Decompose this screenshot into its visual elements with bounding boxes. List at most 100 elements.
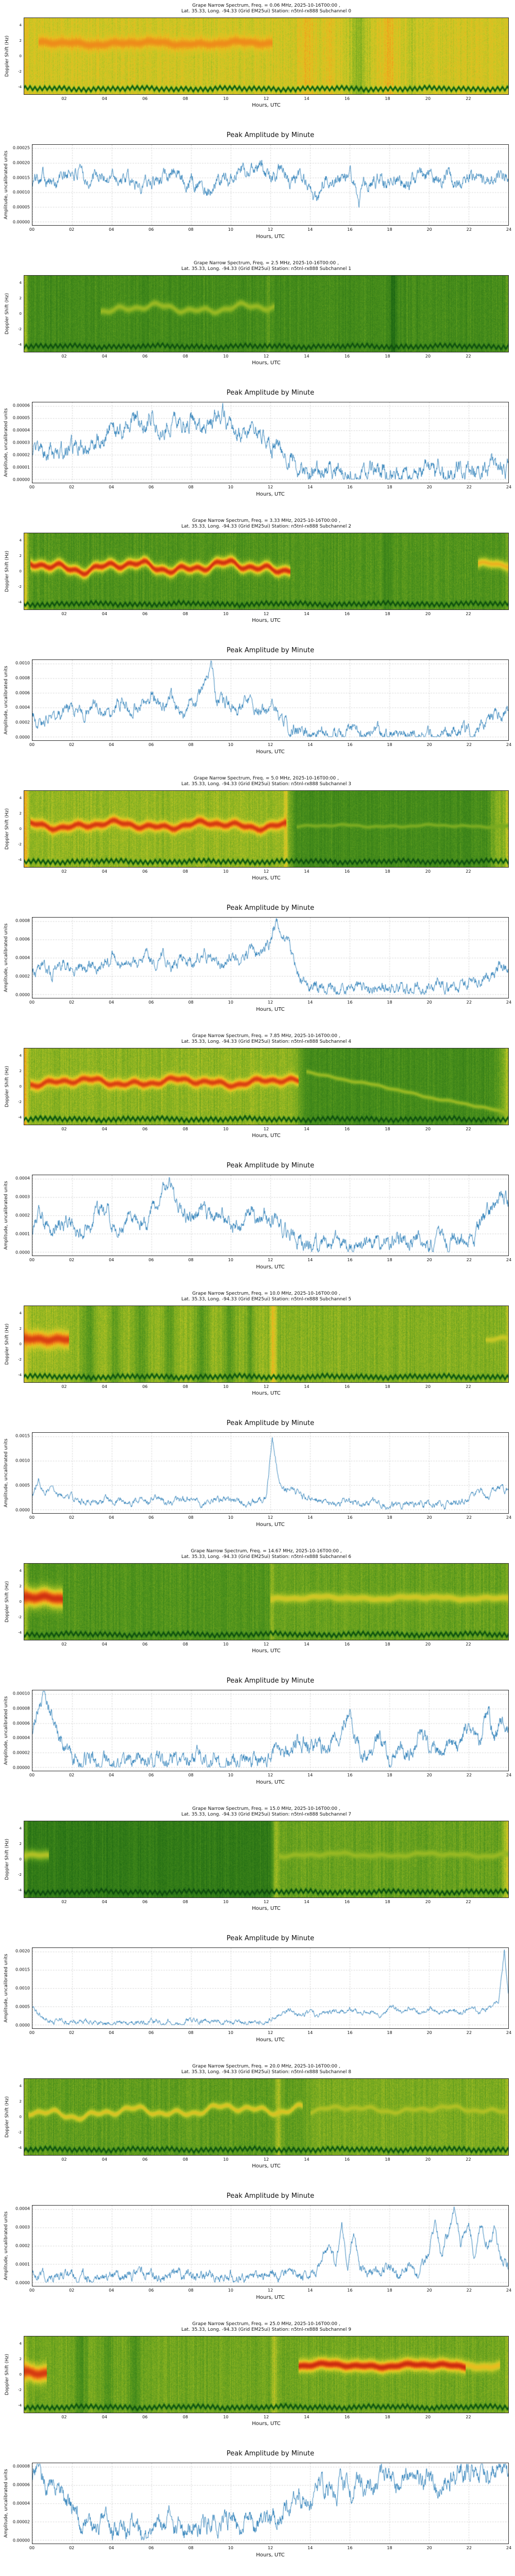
plot-area bbox=[24, 533, 509, 610]
x-tick-label: 06 bbox=[142, 1127, 148, 1131]
y-tick-label: 0.00008 bbox=[12, 1706, 30, 1711]
x-tick-label: 20 bbox=[425, 1642, 431, 1647]
x-tick-label: 22 bbox=[466, 2157, 471, 2162]
x-tick-label: 00 bbox=[29, 2546, 35, 2550]
y-tick-label: 0.0002 bbox=[15, 1213, 30, 1218]
x-tick-label: 08 bbox=[182, 1127, 188, 1131]
y-tick-label: -2 bbox=[18, 1872, 22, 1877]
x-tick-label: 22 bbox=[466, 1258, 472, 1262]
y-tick-label: 2 bbox=[19, 553, 22, 558]
y-axis-label: Doppler Shift (Hz) bbox=[4, 1838, 10, 1880]
chart-title: Peak Amplitude by Minute bbox=[226, 2192, 315, 2200]
x-tick-label: 06 bbox=[148, 2546, 154, 2550]
y-tick-label: -4 bbox=[18, 84, 22, 89]
x-tick-label: 08 bbox=[182, 96, 188, 101]
y-tick-label: 0.00000 bbox=[12, 219, 30, 225]
spectrogram-panel-sub6: Grape Narrow Spectrum, Freq. = 14.67 MHz… bbox=[0, 1546, 515, 1674]
x-tick-label: 14 bbox=[307, 1258, 313, 1262]
x-tick-label: 20 bbox=[426, 227, 432, 232]
amplitude-line-canvas bbox=[32, 402, 508, 483]
x-tick-label: 22 bbox=[466, 869, 471, 874]
y-axis-label: Amplitude, uncalibrated units bbox=[3, 923, 9, 992]
y-tick-label: 4 bbox=[19, 795, 22, 800]
y-tick-label: 0.00004 bbox=[12, 2501, 30, 2506]
x-tick-label: 06 bbox=[142, 96, 148, 101]
x-tick-label: 08 bbox=[182, 1642, 188, 1647]
y-tick-label: 0.00002 bbox=[12, 1750, 30, 1755]
y-tick-label: 4 bbox=[19, 2083, 22, 2088]
spectrogram-canvas bbox=[24, 18, 508, 94]
x-tick-label: 20 bbox=[426, 1000, 432, 1005]
x-tick-label: 20 bbox=[425, 2415, 431, 2419]
peak-amplitude-panel-sub6: Peak Amplitude by Minute Amplitude, unca… bbox=[0, 1674, 515, 1803]
x-tick-label: 14 bbox=[304, 2415, 310, 2419]
x-tick-label: 14 bbox=[307, 742, 313, 747]
y-tick-label: 0.0004 bbox=[15, 1176, 30, 1181]
x-tick-label: 06 bbox=[148, 742, 154, 747]
x-tick-label: 14 bbox=[304, 354, 310, 359]
y-tick-label: 0 bbox=[19, 1857, 22, 1861]
x-tick-label: 04 bbox=[101, 2415, 108, 2419]
peak-amplitude-panel-sub7: Peak Amplitude by Minute Amplitude, unca… bbox=[0, 1932, 515, 2061]
peak-amplitude-panel-sub9: Peak Amplitude by Minute Amplitude, unca… bbox=[0, 2447, 515, 2576]
x-tick-label: 22 bbox=[466, 1773, 472, 1777]
x-tick-label: 18 bbox=[385, 2157, 390, 2162]
chart-title: Peak Amplitude by Minute bbox=[226, 131, 315, 139]
y-tick-label: 0.0001 bbox=[15, 2262, 30, 2267]
x-tick-label: 16 bbox=[344, 1642, 350, 1647]
plot-area bbox=[24, 18, 509, 95]
x-tick-label: 04 bbox=[101, 1642, 108, 1647]
x-tick-label: 22 bbox=[466, 2030, 472, 2035]
y-tick-label: -2 bbox=[18, 69, 22, 74]
spectrogram-panel-sub9: Grape Narrow Spectrum, Freq. = 25.0 MHz,… bbox=[0, 2318, 515, 2447]
x-tick-label: 10 bbox=[228, 2030, 233, 2035]
x-tick-label: 20 bbox=[426, 2288, 432, 2293]
y-tick-label: 0 bbox=[19, 1084, 22, 1089]
x-tick-label: 16 bbox=[344, 612, 350, 616]
spectrogram-canvas bbox=[24, 2079, 508, 2155]
x-tick-label: 22 bbox=[466, 354, 471, 359]
x-tick-label: 02 bbox=[61, 869, 67, 874]
x-tick-label: 10 bbox=[223, 1127, 229, 1131]
x-axis-label: Hours, UTC bbox=[256, 2295, 285, 2300]
y-tick-label: 0.0000 bbox=[15, 992, 30, 997]
y-tick-label: 0.0004 bbox=[15, 705, 30, 710]
x-tick-label: 08 bbox=[182, 1384, 188, 1389]
x-tick-label: 10 bbox=[228, 2288, 233, 2293]
x-axis-label: Hours, UTC bbox=[252, 618, 281, 623]
x-tick-label: 12 bbox=[263, 96, 269, 101]
x-tick-label: 18 bbox=[385, 1642, 390, 1647]
x-tick-label: 24 bbox=[506, 742, 512, 747]
x-tick-label: 16 bbox=[344, 354, 350, 359]
plot-area bbox=[24, 2336, 509, 2413]
x-axis-label: Hours, UTC bbox=[256, 1780, 285, 1785]
x-tick-label: 16 bbox=[347, 227, 353, 232]
x-tick-label: 04 bbox=[109, 2288, 114, 2293]
x-tick-label: 08 bbox=[188, 1000, 194, 1005]
plot-area bbox=[32, 1175, 509, 1256]
peak-amplitude-panel-sub2: Peak Amplitude by Minute Amplitude, unca… bbox=[0, 644, 515, 773]
x-tick-label: 02 bbox=[69, 2030, 75, 2035]
x-axis-label: Hours, UTC bbox=[256, 749, 285, 755]
x-tick-label: 16 bbox=[347, 2288, 353, 2293]
y-tick-label: 0.00004 bbox=[12, 428, 30, 433]
chart-title: Peak Amplitude by Minute bbox=[226, 904, 315, 912]
y-tick-label: -2 bbox=[18, 584, 22, 589]
y-tick-label: 0.0004 bbox=[15, 955, 30, 960]
y-tick-label: 0.0015 bbox=[15, 1967, 30, 1972]
y-tick-label: 0 bbox=[19, 311, 22, 316]
y-tick-label: 0.0004 bbox=[15, 2206, 30, 2211]
y-tick-label: -4 bbox=[18, 2403, 22, 2408]
x-tick-label: 12 bbox=[267, 1000, 273, 1005]
x-tick-label: 22 bbox=[466, 1127, 471, 1131]
y-tick-label: 0.00000 bbox=[12, 1765, 30, 1770]
plot-area bbox=[32, 2463, 509, 2544]
x-tick-label: 14 bbox=[304, 2157, 310, 2162]
x-tick-label: 22 bbox=[466, 742, 472, 747]
x-tick-label: 10 bbox=[228, 1515, 233, 1520]
x-tick-label: 04 bbox=[101, 612, 108, 616]
x-tick-label: 16 bbox=[344, 869, 350, 874]
x-tick-label: 12 bbox=[263, 354, 269, 359]
y-tick-label: 2 bbox=[19, 1069, 22, 1073]
